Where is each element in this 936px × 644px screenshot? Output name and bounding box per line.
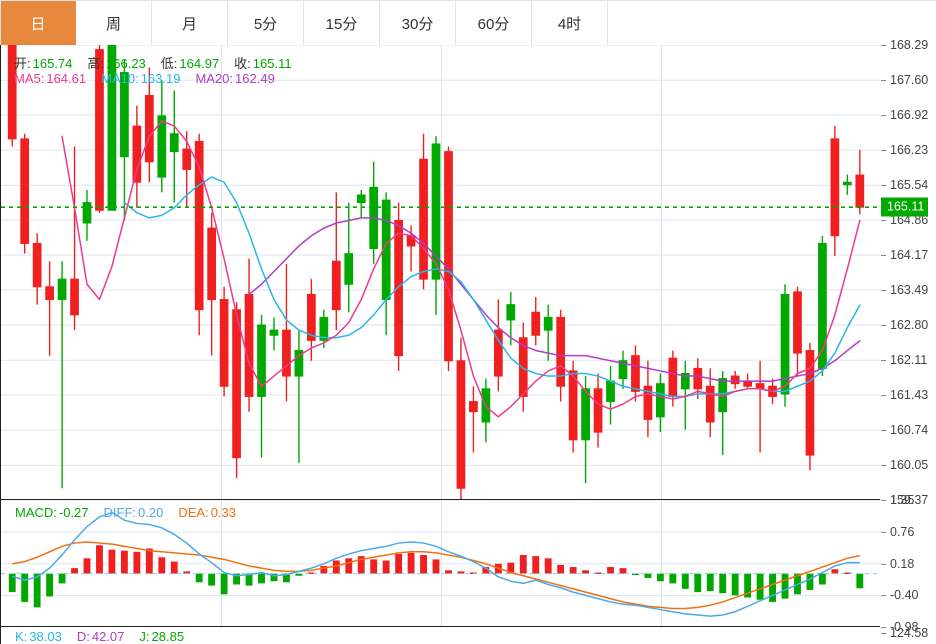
axis-tickmark: [881, 185, 886, 187]
kdj-panel[interactable]: K: 38.03 D: 42.07 J: 28.85: [0, 627, 880, 644]
price-axis-label: 166.23: [890, 143, 929, 158]
price-axis-label: 168.29: [890, 38, 929, 52]
tab-period-5[interactable]: 30分: [380, 1, 456, 45]
price-axis-label: 164.17: [890, 248, 929, 263]
axis-tickmark: [881, 595, 886, 597]
chart-area: 开: 165.74 高: 166.23 低: 164.97 收: 165.11 MA5: 164…: [0, 38, 936, 644]
candlestick-plot: [1, 45, 880, 499]
price-axis-label: 166.92: [890, 107, 929, 122]
axis-tickmark: [881, 465, 886, 467]
axis-tickmark: [881, 80, 886, 82]
j-value: 28.85: [151, 629, 185, 644]
axis-tickmark: [881, 45, 886, 46]
tab-label: 30分: [401, 15, 434, 33]
tab-period-4[interactable]: 15分: [304, 1, 380, 45]
kdj-legend: K: 38.03 D: 42.07 J: 28.85: [15, 629, 186, 644]
price-axis-label: 161.43: [890, 387, 929, 402]
tab-period-0[interactable]: 日: [0, 1, 76, 45]
tab-period-7[interactable]: 4时: [532, 1, 608, 45]
k-label: K:: [15, 629, 28, 644]
price-axis-label: 163.49: [890, 282, 929, 297]
tab-label: 15分: [325, 15, 358, 33]
tab-period-6[interactable]: 60分: [456, 1, 532, 45]
d-value: 42.07: [91, 629, 125, 644]
tab-label: 月: [181, 15, 197, 33]
axis-tickmark: [881, 394, 886, 396]
tab-label: 4时: [557, 15, 582, 33]
axis-tickmark: [881, 219, 886, 221]
axis-tickmark: [881, 430, 886, 432]
macd-axis-label: -0.98: [890, 620, 919, 634]
d-label: D:: [76, 629, 90, 644]
j-label: J:: [139, 629, 150, 644]
tabbar-filler: [608, 1, 936, 45]
tab-label: 5分: [253, 15, 278, 33]
macd-axis-label: 0.76: [890, 525, 915, 540]
tab-period-3[interactable]: 5分: [228, 1, 304, 45]
axis-tickmark: [881, 532, 886, 534]
tab-label: 60分: [477, 15, 510, 33]
price-axis-label: 167.60: [890, 73, 929, 88]
kdj-axis: 124.58: [880, 626, 936, 644]
axis-tickmark: [881, 114, 886, 116]
axis-tickmark: [881, 150, 886, 152]
tab-period-1[interactable]: 周: [76, 1, 152, 45]
price-axis-label: 159.37: [890, 493, 929, 507]
macd-plot: [1, 500, 880, 626]
price-axis-label: 162.80: [890, 318, 929, 333]
tab-label: 日: [30, 15, 46, 33]
axis-tickmark: [881, 255, 886, 257]
macd-panel[interactable]: MACD: -0.27 DIFF: 0.20 DEA: 0.33: [0, 500, 880, 627]
price-axis-label: 160.74: [890, 423, 929, 438]
macd-axis-label: -0.40: [890, 588, 919, 603]
price-axis-label: 162.11: [890, 353, 928, 368]
axis-tickmark: [881, 325, 886, 327]
kdj-axis-label: 124.58: [890, 626, 929, 640]
price-panel[interactable]: [0, 45, 880, 500]
macd-axis: 1.35 0.76 0.18 -0.40 -0.98: [880, 493, 936, 634]
price-axis-label: 165.54: [890, 178, 929, 193]
axis-tickmark: [881, 633, 886, 634]
price-axis: 168.29 167.60 166.92 166.23 165.54 164.86 164.…: [880, 38, 936, 507]
period-tabbar: 日 周 月 5分 15分 30分 60分 4时: [0, 0, 936, 45]
tab-label: 周: [105, 15, 121, 33]
k-value: 38.03: [29, 629, 62, 644]
axis-tickmark: [881, 627, 886, 628]
axis-tickmark: [881, 289, 886, 291]
tab-period-2[interactable]: 月: [152, 1, 228, 45]
current-price-tag: 165.11: [881, 197, 929, 217]
axis-tickmark: [881, 500, 886, 501]
axis-tickmark: [881, 563, 886, 565]
macd-axis-label: 1.35: [890, 493, 915, 507]
axis-tickmark: [881, 360, 886, 362]
price-axis-label: 160.05: [890, 458, 929, 473]
macd-axis-label: 0.18: [890, 556, 915, 571]
